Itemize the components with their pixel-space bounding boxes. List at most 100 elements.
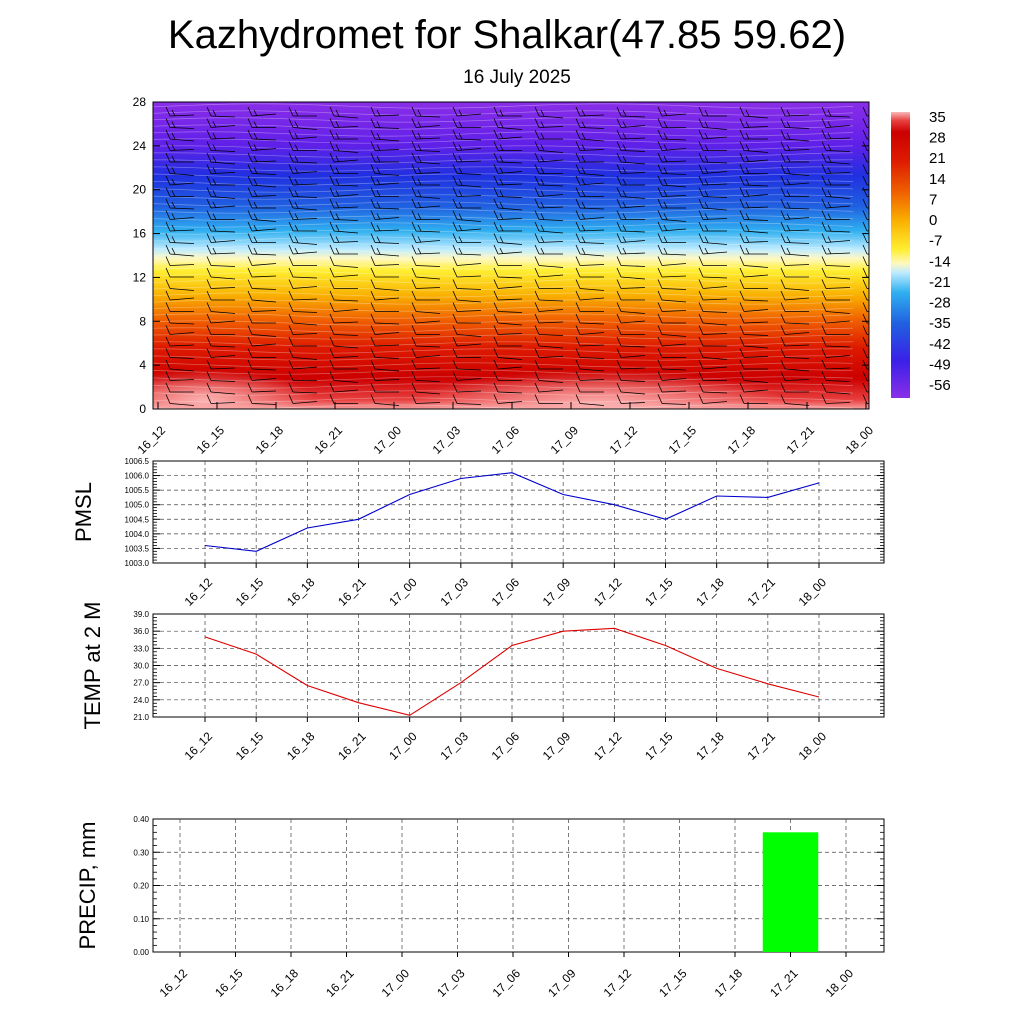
wind-barb bbox=[370, 221, 400, 232]
wind-barb bbox=[452, 244, 482, 256]
wind-barb bbox=[657, 233, 686, 243]
wind-barb bbox=[657, 256, 687, 266]
wind-barb bbox=[288, 371, 317, 381]
wind-barb bbox=[862, 175, 869, 186]
precip-xtick-label: 16_12 bbox=[157, 966, 191, 1000]
wind-barb bbox=[288, 325, 318, 335]
wind-barb bbox=[657, 118, 686, 128]
wind-barb bbox=[329, 302, 359, 312]
wind-barb bbox=[370, 302, 399, 312]
wind-barb bbox=[452, 118, 481, 128]
wind-barb bbox=[821, 325, 850, 335]
wind-barb bbox=[411, 164, 441, 174]
wind-barb bbox=[206, 256, 236, 267]
cs-xtick-label: 16_15 bbox=[194, 423, 228, 457]
pmsl-xtick-label: 17_03 bbox=[437, 575, 471, 609]
contour-line bbox=[153, 292, 854, 298]
precip-xtick-label: 17_09 bbox=[545, 966, 579, 1000]
wind-barb bbox=[247, 233, 276, 243]
wind-barb bbox=[370, 210, 400, 220]
wind-barb bbox=[821, 302, 851, 314]
precip-bar bbox=[762, 832, 819, 952]
wind-barb bbox=[698, 244, 728, 255]
wind-barb bbox=[534, 129, 563, 140]
wind-barb bbox=[821, 106, 851, 118]
wind-barb bbox=[862, 244, 869, 255]
wind-barb bbox=[739, 187, 769, 197]
wind-barb bbox=[698, 256, 727, 266]
wind-barb bbox=[821, 210, 850, 220]
wind-barb bbox=[206, 141, 236, 152]
wind-barb bbox=[247, 394, 277, 405]
wind-barb bbox=[247, 198, 276, 209]
contour-line bbox=[153, 117, 854, 123]
wind-barb bbox=[493, 394, 523, 404]
wind-barb bbox=[247, 302, 277, 312]
wind-barb bbox=[698, 313, 728, 326]
wind-barb bbox=[452, 359, 482, 371]
wind-barb bbox=[329, 371, 359, 383]
wind-barb bbox=[698, 198, 728, 211]
wind-barb bbox=[739, 371, 769, 383]
wind-barb bbox=[657, 210, 687, 222]
wind-barb bbox=[493, 313, 523, 326]
wind-barb bbox=[452, 290, 482, 303]
precip-ytick-label: 0.40 bbox=[133, 815, 149, 824]
cs-xtick-label: 17_06 bbox=[489, 423, 523, 457]
wind-barb bbox=[288, 198, 318, 211]
contour-line bbox=[153, 355, 854, 361]
wind-barb bbox=[493, 221, 522, 232]
wind-barb bbox=[657, 175, 687, 188]
wind-barb bbox=[493, 233, 523, 245]
wind-barb bbox=[534, 313, 564, 324]
wind-barb bbox=[862, 302, 869, 312]
wind-barb bbox=[534, 302, 564, 312]
wind-barb bbox=[452, 106, 482, 117]
pmsl-series-line bbox=[204, 472, 820, 552]
wind-barb bbox=[534, 106, 564, 119]
wind-barb bbox=[575, 118, 605, 129]
temp-xtick-label: 17_12 bbox=[591, 729, 625, 763]
contour-line bbox=[153, 236, 854, 242]
wind-barb bbox=[288, 256, 317, 266]
wind-barb bbox=[165, 359, 195, 372]
colorbar-label: -56 bbox=[929, 377, 951, 394]
wind-barb bbox=[411, 118, 441, 128]
contour-line bbox=[153, 285, 854, 291]
wind-barb bbox=[534, 382, 564, 393]
wind-barb bbox=[329, 233, 359, 243]
wind-barb bbox=[575, 141, 605, 151]
wind-barb bbox=[165, 244, 195, 257]
wind-barb bbox=[206, 244, 236, 255]
wind-barb bbox=[165, 348, 195, 359]
wind-barb bbox=[862, 382, 869, 393]
contour-line bbox=[153, 250, 854, 256]
wind-barb bbox=[329, 175, 359, 187]
pmsl-xtick-label: 17_18 bbox=[693, 575, 727, 609]
wind-barb bbox=[165, 279, 195, 291]
wind-barb bbox=[698, 233, 728, 245]
contour-line bbox=[153, 194, 854, 200]
wind-barb bbox=[780, 336, 810, 347]
contour-line bbox=[153, 159, 854, 165]
wind-barb bbox=[862, 198, 869, 209]
wind-barb bbox=[206, 336, 236, 348]
wind-barb bbox=[698, 221, 727, 232]
precip-ytick-label: 0.20 bbox=[133, 882, 149, 891]
wind-barb bbox=[247, 164, 277, 175]
wind-barb bbox=[288, 210, 318, 220]
wind-barb bbox=[739, 118, 769, 128]
wind-barb bbox=[329, 106, 359, 119]
wind-barb bbox=[206, 325, 235, 335]
contour-line bbox=[153, 341, 854, 347]
wind-barb bbox=[821, 336, 851, 348]
wind-barb bbox=[616, 152, 646, 165]
wind-barb bbox=[329, 313, 359, 324]
wind-barb bbox=[165, 382, 194, 393]
wind-barb bbox=[452, 221, 482, 232]
wind-barb bbox=[411, 256, 441, 267]
wind-barb bbox=[288, 164, 318, 174]
wind-barb bbox=[739, 175, 769, 187]
contour-line bbox=[153, 306, 854, 312]
colorbar-label: -35 bbox=[929, 315, 951, 332]
